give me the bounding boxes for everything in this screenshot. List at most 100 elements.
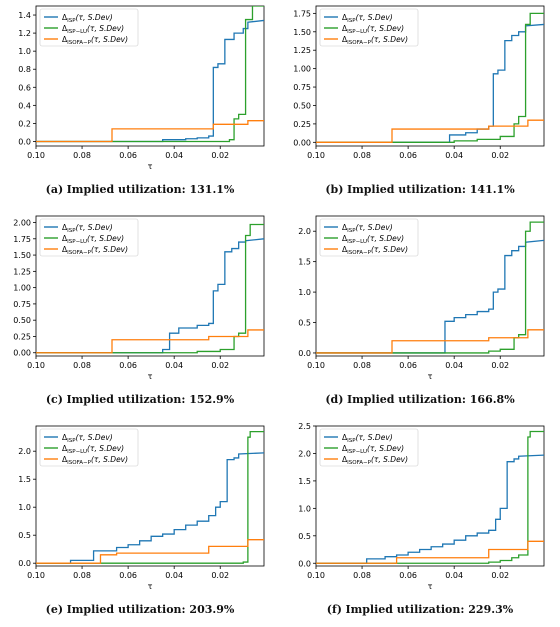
y-tick-label: 1.5: [298, 477, 311, 486]
x-tick-label: 0.08: [73, 361, 91, 370]
caption-e-label: (e): [45, 603, 64, 616]
legend-label-2: ΔISP−LU(τ, S.Dev): [62, 444, 124, 455]
x-tick-label: 0.04: [445, 571, 463, 580]
x-axis-label: τ: [148, 162, 153, 171]
x-axis-label: τ: [148, 582, 153, 591]
chart-b: 0.10 0.08 0.06 0.04 0.02 0.00 0.25 0.50 0.75 1.00…: [293, 5, 545, 160]
y-tick-label: 1.0: [18, 503, 31, 512]
series-line-3: [316, 540, 544, 564]
series-line-1: [316, 23, 544, 143]
x-tick-label: 0.08: [353, 361, 371, 370]
caption-c-label: (c): [45, 393, 63, 406]
x-tick-label: 0.10: [307, 361, 325, 370]
legend-label-2: ΔISP−LU(τ, S.Dev): [342, 234, 404, 245]
y-tick-label: 1.50: [13, 251, 31, 260]
chart-e: 0.10 0.08 0.06 0.04 0.02 0.0 0.5 1.0 1.5 2.0 τ ΔISP…: [18, 425, 265, 591]
y-tick-label: 1.0: [18, 47, 31, 56]
series-line-3: [36, 329, 264, 354]
x-tick-label: 0.04: [445, 151, 463, 160]
legend-label-1: ΔISP(τ, S.Dev): [342, 433, 393, 444]
x-tick-label: 0.04: [165, 361, 183, 370]
x-tick-label: 0.04: [165, 151, 183, 160]
legend-label-2: ΔISP−LU(τ, S.Dev): [342, 444, 404, 455]
series-line-3: [316, 329, 544, 354]
legend: ΔISP(τ, S.Dev)ΔISP−LU(τ, S.Dev)ΔISOFA−P(…: [39, 428, 139, 467]
x-tick-label: 0.08: [73, 571, 91, 580]
y-tick-label: 0.6: [18, 83, 31, 92]
y-tick-label: 1.00: [293, 65, 311, 74]
y-tick-label: 1.75: [13, 235, 31, 244]
chart-c: 0.10 0.08 0.06 0.04 0.02 0.00 0.25 0.50 0.75 1.00…: [13, 215, 265, 381]
legend-box: [319, 218, 419, 257]
legend: ΔISP(τ, S.Dev)ΔISP−LU(τ, S.Dev)ΔISOFA−P(…: [39, 8, 139, 47]
caption-c: (c) Implied utilization: 152.9%: [0, 393, 280, 406]
y-tick-label: 1.00: [13, 284, 31, 293]
legend-label-3: ΔISOFA−P(τ, S.Dev): [62, 245, 128, 256]
legend-label-1: ΔISP(τ, S.Dev): [62, 433, 113, 444]
series-line-3: [36, 120, 264, 143]
series-line-3: [316, 119, 544, 143]
x-axis-label: τ: [428, 372, 433, 381]
legend-label-2: ΔISP−LU(τ, S.Dev): [62, 234, 124, 245]
series-line-2: [316, 430, 544, 564]
x-tick-label: 0.10: [307, 151, 325, 160]
x-tick-label: 0.02: [211, 361, 229, 370]
caption-f-text: Implied utilization: 229.3%: [345, 603, 514, 616]
x-tick-label: 0.02: [491, 571, 509, 580]
y-tick-label: 0.0: [298, 349, 311, 358]
x-tick-label: 0.02: [491, 151, 509, 160]
legend-label-2: ΔISP−LU(τ, S.Dev): [342, 24, 404, 35]
x-axis-label: τ: [428, 582, 433, 591]
y-tick-label: 0.0: [18, 137, 31, 146]
caption-f-label: (f): [326, 603, 342, 616]
series-line-1: [316, 239, 544, 354]
caption-d-text: Implied utilization: 166.8%: [346, 393, 515, 406]
legend: ΔISP(τ, S.Dev)ΔISP−LU(τ, S.Dev)ΔISOFA−P(…: [319, 8, 419, 47]
y-tick-label: 0.2: [18, 119, 31, 128]
x-axis-label: τ: [148, 372, 153, 381]
y-tick-label: 2.5: [298, 422, 311, 431]
legend-label-3: ΔISOFA−P(τ, S.Dev): [62, 35, 128, 46]
y-tick-label: 0.8: [18, 65, 31, 74]
x-tick-label: 0.10: [27, 571, 45, 580]
legend-box: [39, 8, 139, 47]
y-tick-label: 1.5: [298, 258, 311, 267]
caption-b-label: (b): [325, 183, 344, 196]
y-tick-label: 1.50: [293, 28, 311, 37]
y-tick-label: 1.2: [18, 29, 31, 38]
y-tick-label: 0.4: [18, 101, 31, 110]
series-line-1: [316, 454, 544, 564]
y-tick-label: 1.5: [18, 475, 31, 484]
y-tick-label: 2.0: [298, 449, 311, 458]
series-line-2: [36, 6, 264, 143]
y-tick-label: 0.50: [293, 101, 311, 110]
chart-panel-c: 0.10 0.08 0.06 0.04 0.02 0.00 0.25 0.50 0.75 1.00…: [0, 210, 280, 385]
legend-box: [319, 8, 419, 47]
x-tick-label: 0.08: [353, 571, 371, 580]
x-tick-label: 0.06: [399, 571, 417, 580]
x-tick-label: 0.06: [119, 571, 137, 580]
x-tick-label: 0.02: [491, 361, 509, 370]
y-tick-label: 1.75: [293, 9, 311, 18]
chart-a: 0.10 0.08 0.06 0.04 0.02 0.0 0.2 0.4 0.6 0.8 1.0 1.…: [18, 5, 265, 171]
y-tick-label: 1.25: [293, 46, 311, 55]
legend-label-2: ΔISP−LU(τ, S.Dev): [62, 24, 124, 35]
chart-d: 0.10 0.08 0.06 0.04 0.02 0.0 0.5 1.0 1.5 2.0 τ ΔISP…: [298, 215, 545, 381]
y-tick-label: 0.0: [298, 559, 311, 568]
caption-b-text: Implied utilization: 141.1%: [346, 183, 515, 196]
caption-d: (d) Implied utilization: 166.8%: [280, 393, 560, 406]
series-line-2: [316, 12, 544, 143]
x-tick-label: 0.06: [119, 151, 137, 160]
x-tick-label: 0.10: [27, 151, 45, 160]
y-tick-label: 0.50: [13, 316, 31, 325]
caption-c-text: Implied utilization: 152.9%: [66, 393, 235, 406]
caption-e: (e) Implied utilization: 203.9%: [0, 603, 280, 616]
chart-panel-e: 0.10 0.08 0.06 0.04 0.02 0.0 0.5 1.0 1.5 2.0 τ ΔISP…: [0, 420, 280, 595]
chart-panel-a: 0.10 0.08 0.06 0.04 0.02 0.0 0.2 0.4 0.6 0.8 1.0 1.…: [0, 0, 280, 175]
chart-f: 0.10 0.08 0.06 0.04 0.02 0.0 0.5 1.0 1.5 2.0 2.5 τ Δ…: [298, 422, 545, 591]
chart-panel-d: 0.10 0.08 0.06 0.04 0.02 0.0 0.5 1.0 1.5 2.0 τ ΔISP…: [280, 210, 560, 385]
legend: ΔISP(τ, S.Dev)ΔISP−LU(τ, S.Dev)ΔISOFA−P(…: [319, 428, 419, 467]
series-line-1: [36, 452, 264, 564]
y-tick-label: 2.0: [298, 227, 311, 236]
series-line-2: [36, 430, 264, 564]
